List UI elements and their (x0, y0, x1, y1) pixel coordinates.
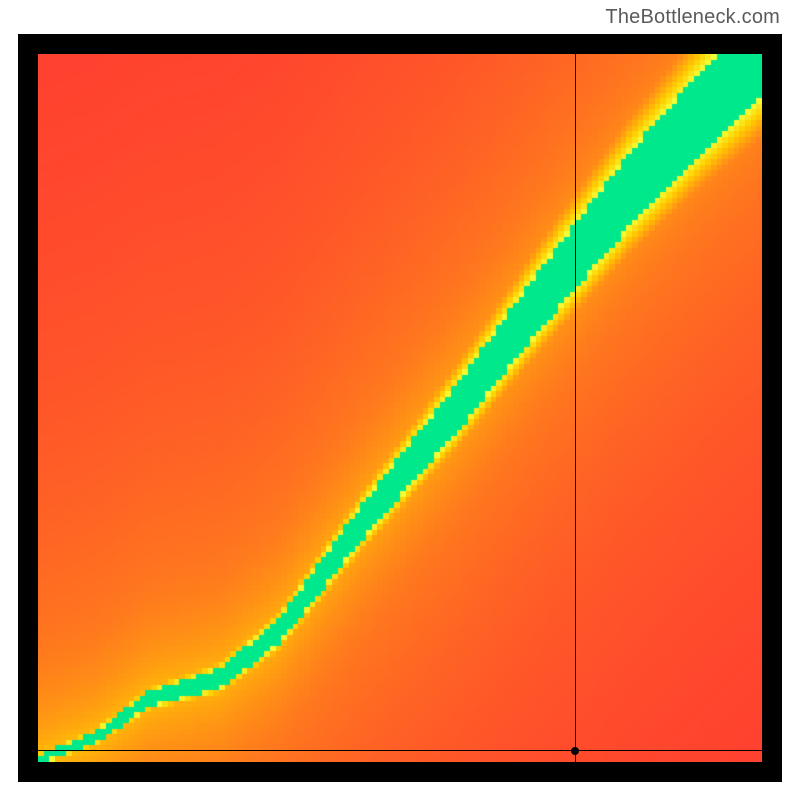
heatmap-frame (18, 34, 782, 782)
heatmap-canvas (38, 54, 762, 762)
heatmap-area (38, 54, 762, 762)
watermark-text: TheBottleneck.com (605, 6, 780, 29)
page-root: TheBottleneck.com (0, 0, 800, 800)
